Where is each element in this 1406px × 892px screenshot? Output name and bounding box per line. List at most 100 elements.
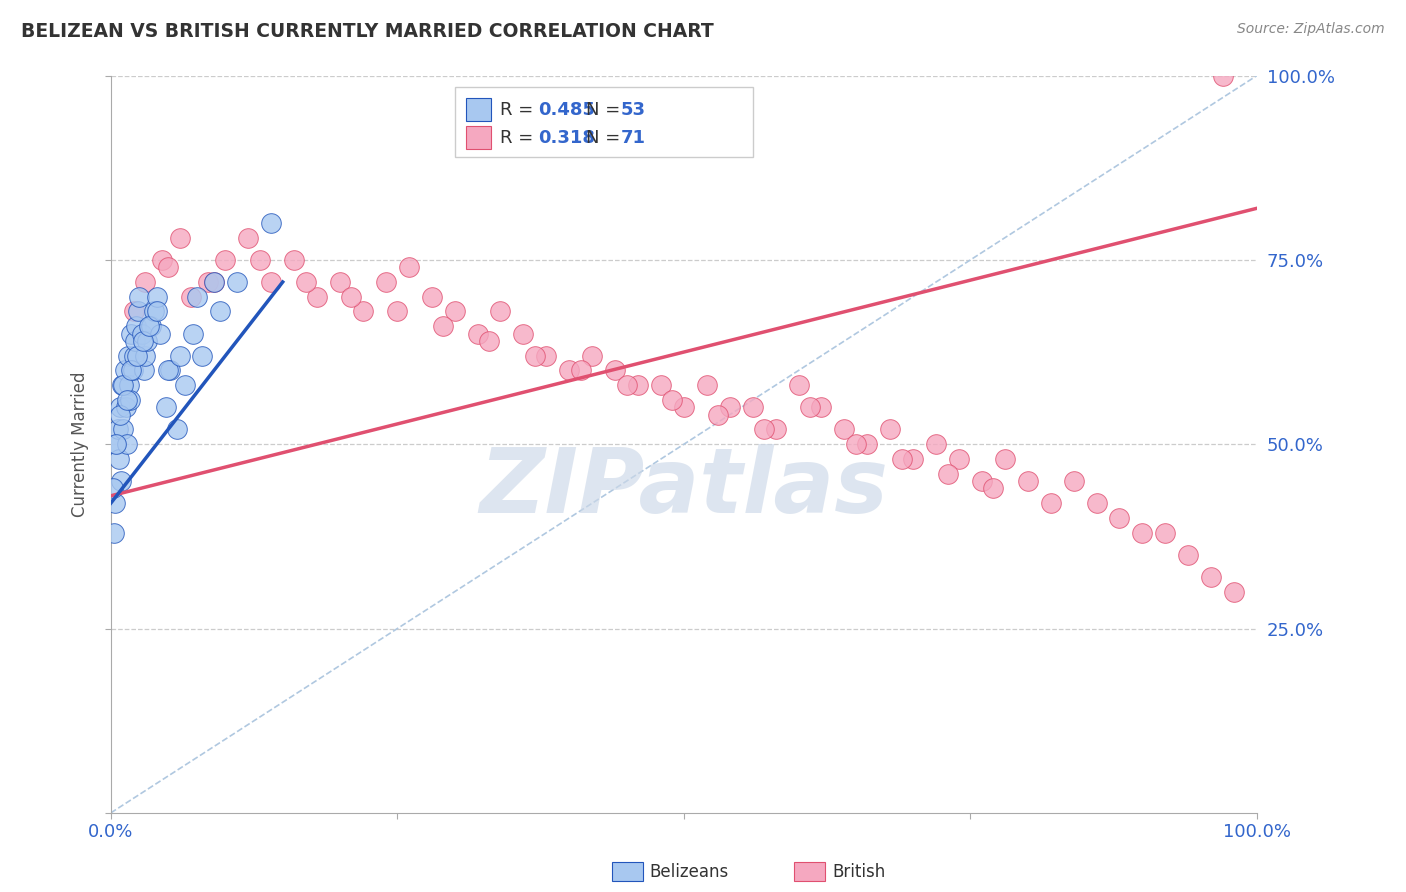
Point bbox=[157, 260, 180, 275]
Point bbox=[202, 275, 225, 289]
Point bbox=[1039, 496, 1062, 510]
Point bbox=[925, 437, 948, 451]
Point bbox=[143, 304, 166, 318]
Point bbox=[181, 326, 204, 341]
FancyBboxPatch shape bbox=[467, 97, 491, 121]
Point bbox=[1017, 474, 1039, 488]
Point bbox=[1085, 496, 1108, 510]
Text: R =: R = bbox=[501, 129, 540, 147]
Point bbox=[115, 392, 138, 407]
Point bbox=[718, 401, 741, 415]
Point bbox=[112, 422, 135, 436]
Point bbox=[122, 349, 145, 363]
Point bbox=[707, 408, 730, 422]
Point bbox=[581, 349, 603, 363]
Text: ZIPatlas: ZIPatlas bbox=[479, 444, 889, 533]
Point bbox=[115, 437, 138, 451]
Point bbox=[131, 326, 153, 341]
Point bbox=[627, 378, 650, 392]
Text: British: British bbox=[832, 863, 886, 881]
Text: N =: N = bbox=[586, 101, 627, 120]
Point bbox=[558, 363, 581, 377]
Point bbox=[101, 482, 124, 496]
Point bbox=[134, 275, 156, 289]
Point bbox=[149, 326, 172, 341]
Point bbox=[157, 363, 180, 377]
Point bbox=[879, 422, 901, 436]
Point bbox=[127, 304, 149, 318]
Point bbox=[536, 349, 558, 363]
Point bbox=[208, 304, 231, 318]
Point bbox=[114, 401, 136, 415]
Point bbox=[569, 363, 592, 377]
Point bbox=[120, 392, 142, 407]
Point bbox=[139, 319, 162, 334]
Point bbox=[443, 304, 465, 318]
Point bbox=[260, 275, 283, 289]
Point bbox=[249, 252, 271, 267]
Point bbox=[112, 378, 135, 392]
Point bbox=[352, 304, 374, 318]
Point bbox=[169, 231, 191, 245]
Point bbox=[845, 437, 868, 451]
Text: 0.485: 0.485 bbox=[538, 101, 595, 120]
Point bbox=[294, 275, 316, 289]
Point bbox=[696, 378, 718, 392]
Point bbox=[120, 363, 142, 377]
Point bbox=[283, 252, 305, 267]
Point bbox=[136, 334, 159, 348]
Point bbox=[1063, 474, 1085, 488]
Point bbox=[834, 422, 856, 436]
Point bbox=[752, 422, 775, 436]
Point bbox=[159, 363, 181, 377]
Point bbox=[856, 437, 879, 451]
Point bbox=[948, 452, 970, 467]
Point bbox=[901, 452, 924, 467]
Point bbox=[180, 290, 202, 304]
Point bbox=[128, 290, 150, 304]
Text: R =: R = bbox=[501, 101, 540, 120]
Point bbox=[810, 401, 832, 415]
Point bbox=[787, 378, 810, 392]
Point bbox=[166, 422, 188, 436]
Point bbox=[994, 452, 1017, 467]
Point bbox=[340, 290, 363, 304]
Text: Belizeans: Belizeans bbox=[650, 863, 728, 881]
Point bbox=[260, 216, 283, 230]
Point bbox=[174, 378, 197, 392]
Point bbox=[134, 349, 156, 363]
Point bbox=[197, 275, 219, 289]
Point bbox=[104, 496, 127, 510]
Text: Source: ZipAtlas.com: Source: ZipAtlas.com bbox=[1237, 22, 1385, 37]
Point bbox=[108, 401, 131, 415]
Point bbox=[114, 363, 136, 377]
Point bbox=[111, 378, 134, 392]
Point bbox=[127, 349, 149, 363]
Point bbox=[155, 401, 177, 415]
Point bbox=[661, 392, 683, 407]
Point bbox=[387, 304, 409, 318]
Point bbox=[467, 326, 489, 341]
Point bbox=[125, 319, 148, 334]
Point bbox=[124, 334, 146, 348]
Point bbox=[138, 319, 160, 334]
Point bbox=[169, 349, 191, 363]
Point bbox=[650, 378, 672, 392]
Point bbox=[117, 349, 139, 363]
Point bbox=[107, 422, 129, 436]
Point bbox=[225, 275, 247, 289]
Point bbox=[1177, 548, 1199, 562]
Point bbox=[478, 334, 501, 348]
Point bbox=[105, 437, 128, 451]
Point bbox=[107, 452, 129, 467]
Text: N =: N = bbox=[586, 129, 627, 147]
Point bbox=[145, 304, 167, 318]
Text: 0.318: 0.318 bbox=[538, 129, 595, 147]
Point bbox=[489, 304, 512, 318]
Point bbox=[145, 290, 167, 304]
Point bbox=[105, 437, 128, 451]
Point bbox=[1212, 69, 1234, 83]
Point bbox=[523, 349, 546, 363]
Point bbox=[799, 401, 821, 415]
Point bbox=[118, 378, 141, 392]
